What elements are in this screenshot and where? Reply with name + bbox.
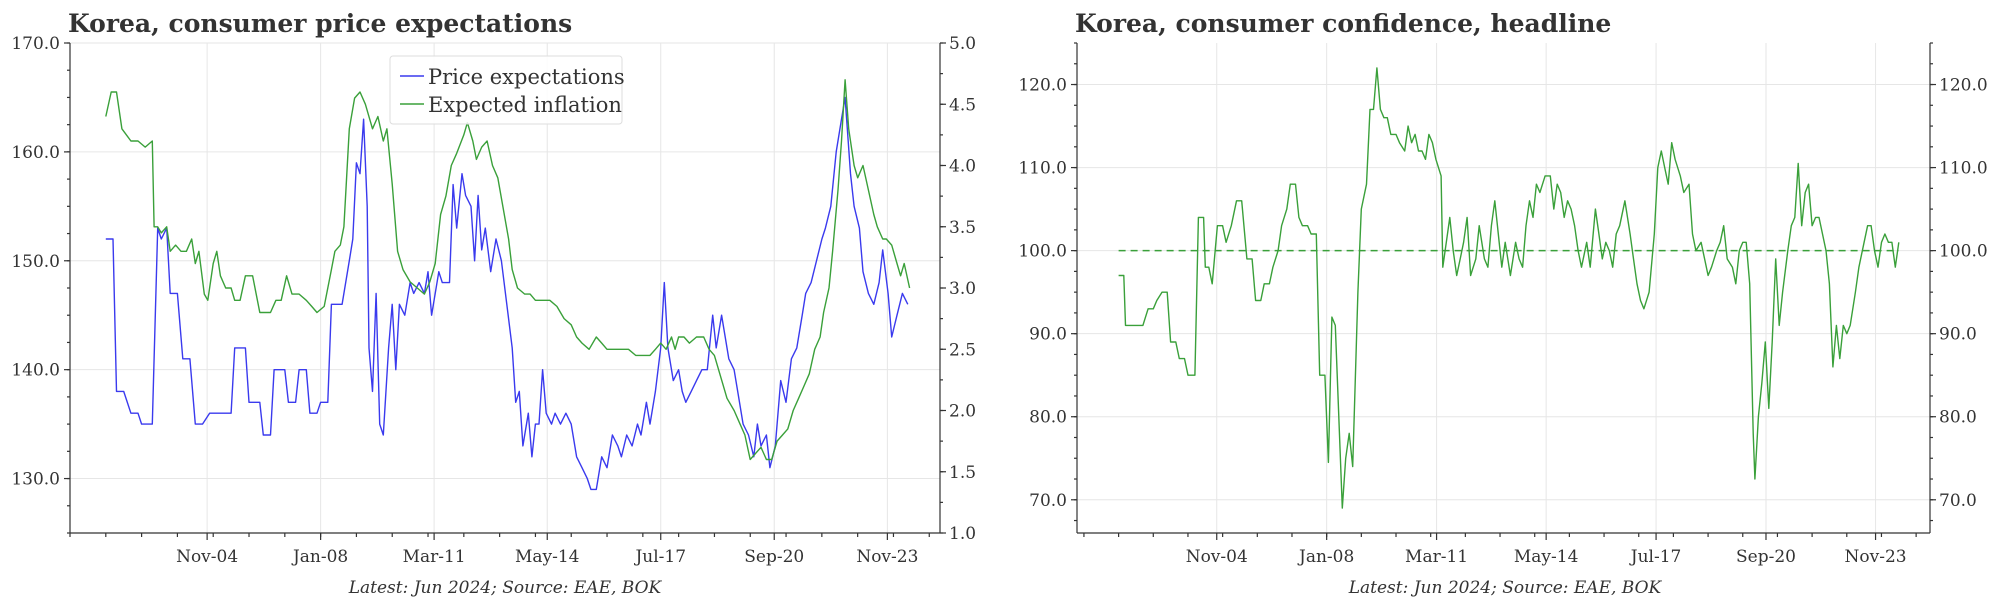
chart-1-x-tick-label: May-14 [515, 547, 580, 567]
chart-2-right-tick-label: 90.0 [1939, 325, 1977, 345]
chart-2-source: Latest: Jun 2024; Source: EAE, BOK [1348, 578, 1663, 598]
chart-1-source: Latest: Jun 2024; Source: EAE, BOK [348, 578, 663, 598]
chart-2-left-tick-label: 80.0 [1029, 408, 1067, 428]
chart-2-right-tick-label: 70.0 [1939, 491, 1977, 511]
chart-1-x-tick-label: Sep-20 [744, 547, 804, 567]
chart-2-right-tick-label: 100.0 [1939, 242, 1988, 262]
chart-1-right-tick-label: 1.0 [949, 524, 976, 544]
chart-2-x-tick-label: Jul-17 [1629, 547, 1682, 567]
chart-2-left-tick-label: 70.0 [1029, 491, 1067, 511]
chart-1-left-tick-label: 140.0 [11, 361, 60, 381]
chart-1-grid [70, 42, 940, 533]
chart-1-x-tick-label: Mar-11 [403, 547, 466, 567]
price-expectations-chart: Korea, consumer price expectations 130.0… [11, 9, 976, 598]
chart-2-left-tick-label: 90.0 [1029, 325, 1067, 345]
chart-2-axes: 70.0 70.0 80.0 80.0 90.0 90.0 100.0 100.0 110.0 1… [1018, 42, 1988, 567]
chart-2-x-tick-label: May-14 [1514, 547, 1579, 567]
chart-2-series [1118, 67, 1900, 509]
chart-1-right-tick-label: 4.5 [949, 95, 976, 115]
chart-2-right-tick-label: 120.0 [1939, 76, 1988, 96]
chart-2-left-tick-label: 100.0 [1018, 242, 1067, 262]
chart-1-right-tick-label: 2.5 [949, 340, 976, 360]
series-line-expected-inflation [105, 79, 911, 461]
legend-label-price-expectations: Price expectations [428, 65, 625, 89]
chart-2-title: Korea, consumer confidence, headline [1075, 9, 1611, 38]
chart-1-right-tick-label: 4.0 [949, 157, 976, 177]
chart-1-left-tick-label: 160.0 [11, 143, 60, 163]
chart-1-right-tick-label: 2.0 [949, 402, 976, 422]
chart-1-x-tick-label: Jan-08 [291, 547, 348, 567]
chart-1-legend: Price expectations Expected inflation [389, 55, 625, 125]
chart-2-right-tick-label: 80.0 [1939, 408, 1977, 428]
chart-1-title: Korea, consumer price expectations [68, 9, 572, 38]
consumer-confidence-chart: Korea, consumer confidence, headline 70.… [1018, 9, 1987, 598]
series-line-consumer-confidence [1118, 67, 1900, 509]
chart-2-left-tick-label: 120.0 [1018, 76, 1067, 96]
legend-frame [389, 55, 623, 125]
chart-1-x-tick-label: Nov-04 [176, 547, 238, 567]
chart-2-left-tick-label: 110.0 [1018, 159, 1067, 179]
chart-1-right-tick-label: 1.5 [949, 463, 976, 483]
chart-2-right-tick-label: 110.0 [1939, 159, 1988, 179]
legend-label-expected-inflation: Expected inflation [428, 93, 622, 117]
chart-1-left-tick-label: 150.0 [11, 252, 60, 272]
chart-2-x-tick-label: Mar-11 [1405, 547, 1468, 567]
chart-2-x-tick-label: Sep-20 [1736, 547, 1796, 567]
chart-1-axes: 130.0 140.0 150.0 160.0 170.0 1.0 1.5 2.0 2.5 3.0… [11, 34, 976, 567]
chart-1-right-tick-label: 3.0 [949, 279, 976, 299]
series-line-price-expectations [105, 96, 909, 491]
chart-1-right-tick-label: 5.0 [949, 34, 976, 54]
chart-2-x-tick-label: Nov-23 [1845, 547, 1907, 567]
chart-1-right-tick-label: 3.5 [949, 218, 976, 238]
chart-1-x-tick-label: Nov-23 [856, 547, 918, 567]
chart-1-series [105, 79, 911, 491]
chart-1-left-tick-label: 170.0 [11, 34, 60, 54]
chart-2-x-tick-label: Nov-04 [1186, 547, 1248, 567]
chart-2-x-tick-label: Jan-08 [1297, 547, 1354, 567]
chart-2-grid [1077, 43, 1930, 533]
chart-1-left-tick-label: 130.0 [11, 470, 60, 490]
chart-1-x-tick-label: Jul-17 [633, 547, 686, 567]
